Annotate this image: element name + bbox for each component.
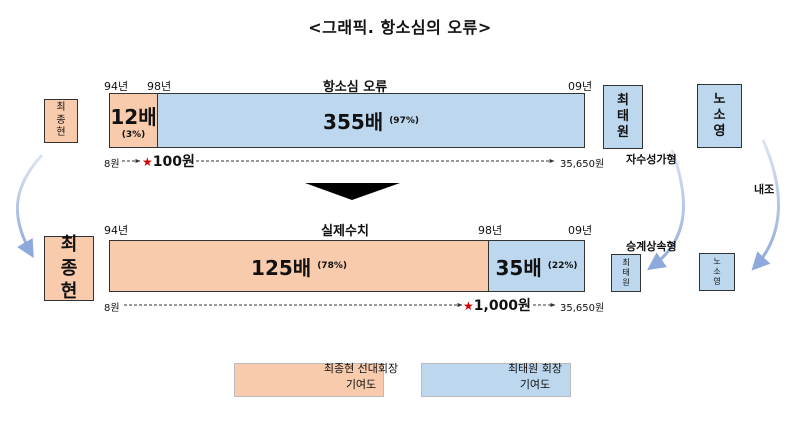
top-peach-bar: 12배 (3%) bbox=[109, 93, 158, 148]
top-year-start: 94년 bbox=[104, 80, 129, 93]
legend-line: 최종현 선대회장 bbox=[323, 362, 399, 375]
bottom-won-start: 8원 bbox=[104, 303, 120, 314]
legend-swatch-founder bbox=[234, 363, 384, 397]
top-header: 항소심 오류 bbox=[322, 80, 388, 95]
bottom-peach-pct: (78%) bbox=[317, 261, 347, 271]
person-box-choi-jonghyun-large: 최 종 현 bbox=[44, 234, 94, 303]
star-icon: ★ bbox=[142, 155, 153, 169]
name-char: 노 bbox=[713, 257, 721, 266]
legend-line: 기여도 bbox=[519, 377, 551, 391]
person-box-choi-jonghyun-small: 최 종 현 bbox=[44, 99, 78, 143]
page-title: <그래픽. 항소심의 오류> bbox=[308, 18, 492, 37]
top-year-mid: 98년 bbox=[147, 80, 172, 93]
bottom-year-start: 94년 bbox=[104, 224, 129, 237]
name-char: 현 bbox=[56, 127, 66, 139]
name-char: 소 bbox=[713, 107, 726, 123]
name-char: 영 bbox=[713, 124, 726, 140]
name-char: 태 bbox=[622, 268, 630, 277]
top-peach-value: 12배 bbox=[110, 105, 157, 129]
bottom-header: 실제수치 bbox=[321, 224, 369, 239]
bottom-won-end: 35,650원 bbox=[560, 303, 605, 314]
name-char: 최 bbox=[60, 234, 78, 256]
bottom-won-mid-wrap: ★1,000원 bbox=[463, 295, 531, 315]
top-blue-bar: 355배 (97%) bbox=[157, 93, 585, 148]
legend-line: 기여도 bbox=[345, 377, 377, 391]
person-box-choi-taewon-top: 최 태 원 bbox=[603, 85, 643, 149]
bottom-year-mid: 98년 bbox=[478, 224, 503, 237]
name-char: 종 bbox=[60, 257, 78, 279]
person-box-roh-soyoung-bottom: 노 소 영 bbox=[699, 253, 735, 291]
down-triangle-icon bbox=[305, 183, 400, 200]
top-won-end: 35,650원 bbox=[560, 159, 605, 170]
top-won-mid-wrap: ★100원 bbox=[142, 151, 195, 171]
top-blue-pct: (97%) bbox=[389, 115, 419, 126]
name-char: 원 bbox=[622, 278, 630, 287]
person-box-choi-taewon-bottom: 최 태 원 bbox=[611, 254, 641, 292]
left-curve-arrow bbox=[15, 153, 44, 259]
name-char: 최 bbox=[56, 102, 66, 114]
label-self-made: 자수성가형 bbox=[626, 153, 677, 166]
name-char: 종 bbox=[56, 114, 66, 126]
label-inherited: 승계상속형 bbox=[626, 240, 677, 253]
name-char: 영 bbox=[713, 277, 721, 286]
bottom-blue-value: 35배 bbox=[495, 255, 542, 280]
label-internal: 내조 bbox=[754, 183, 775, 196]
name-char: 최 bbox=[617, 92, 629, 108]
person-box-roh-soyoung-top: 노 소 영 bbox=[697, 84, 742, 148]
legend-founder: 최종현 선대회장 기여도 bbox=[296, 361, 426, 393]
name-char: 소 bbox=[713, 267, 721, 276]
legend-chairman: 최태원 회장 기여도 bbox=[485, 361, 585, 393]
right-curve-arrow bbox=[751, 139, 781, 271]
star-icon: ★ bbox=[463, 299, 474, 313]
bottom-peach-value: 125배 bbox=[251, 255, 312, 280]
bottom-won-mid: 1,000원 bbox=[473, 298, 531, 314]
top-won-mid: 100원 bbox=[152, 154, 195, 170]
mid-curve-arrow bbox=[647, 149, 686, 271]
name-char: 현 bbox=[60, 281, 78, 303]
bottom-blue-pct: (22%) bbox=[547, 261, 578, 271]
top-year-end: 09년 bbox=[568, 80, 593, 93]
bottom-peach-bar: 125배 (78%) bbox=[109, 240, 489, 292]
bottom-year-end: 09년 bbox=[568, 224, 593, 237]
legend-line: 최태원 회장 bbox=[507, 362, 563, 375]
name-char: 원 bbox=[617, 125, 629, 141]
bottom-blue-bar: 35배 (22%) bbox=[488, 240, 585, 292]
name-char: 노 bbox=[713, 91, 726, 107]
top-blue-value: 355배 bbox=[323, 110, 384, 134]
top-won-start: 8원 bbox=[104, 159, 120, 170]
top-peach-pct: (3%) bbox=[121, 130, 146, 140]
name-char: 최 bbox=[622, 258, 630, 267]
legend-swatch-chairman bbox=[421, 363, 571, 397]
name-char: 태 bbox=[617, 108, 629, 124]
